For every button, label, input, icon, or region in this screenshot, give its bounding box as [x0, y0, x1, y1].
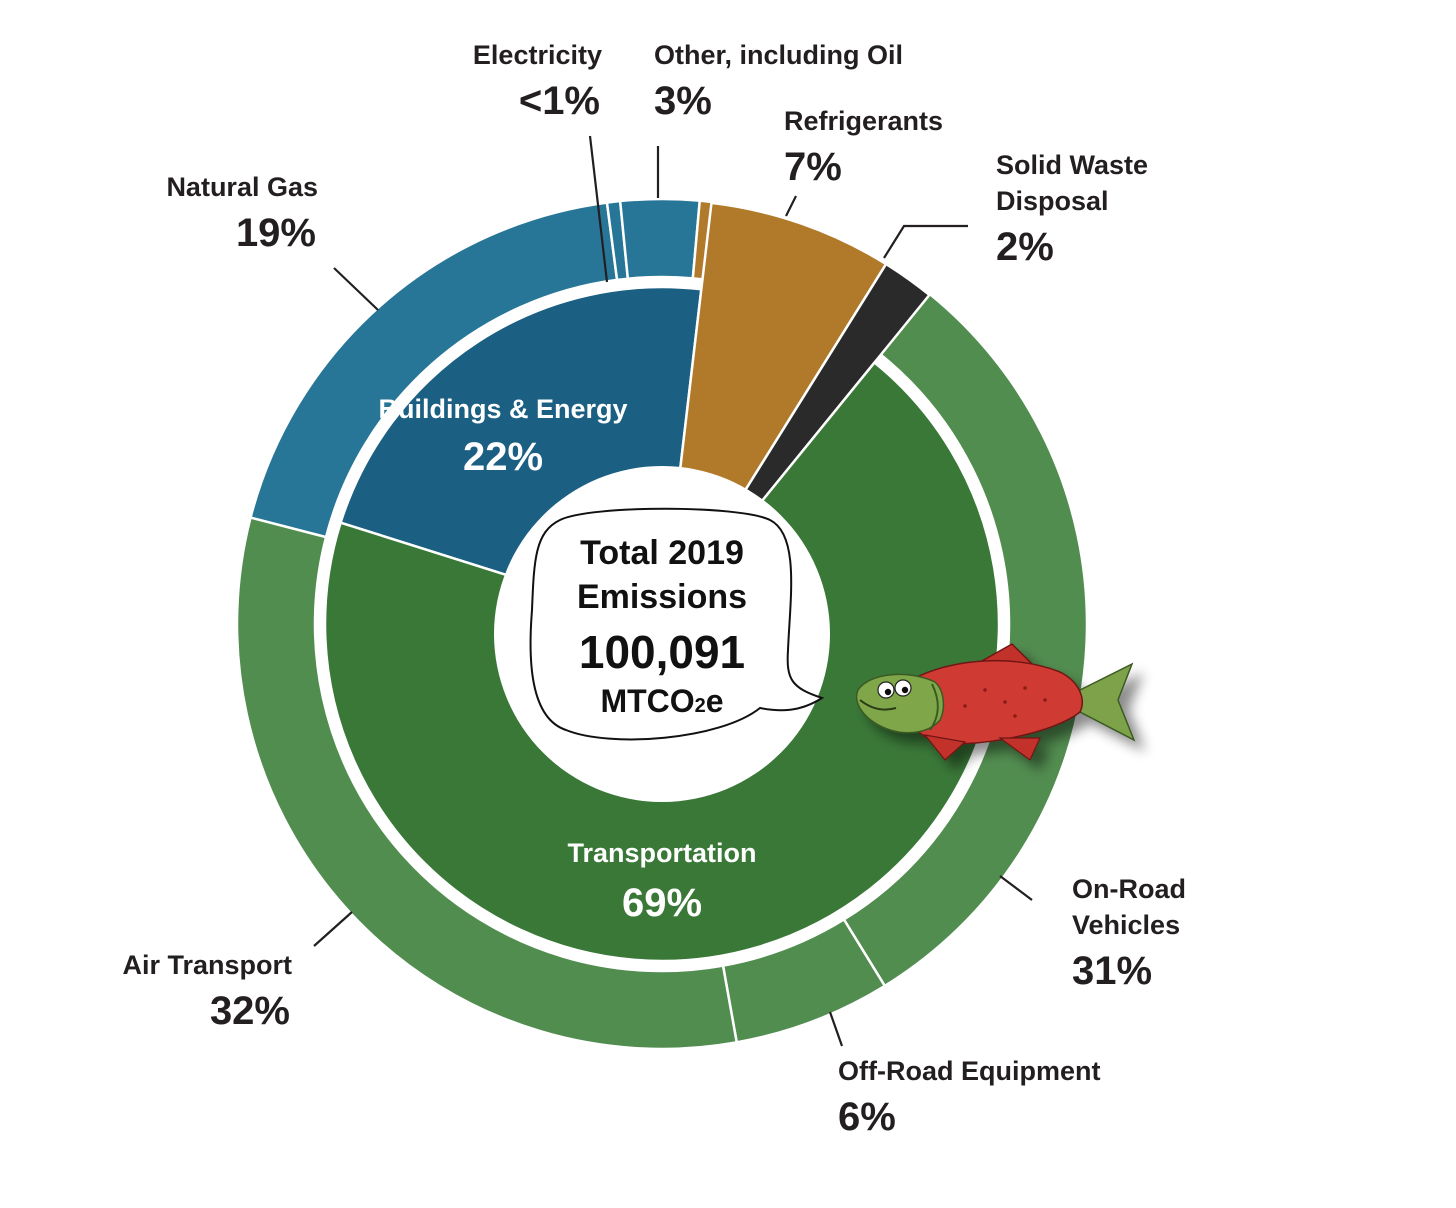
inner-label-transportation: Transportation — [567, 838, 756, 868]
leader-line — [883, 224, 968, 259]
outer-label-pct: 32% — [210, 989, 290, 1033]
leader-line — [333, 267, 379, 311]
center-title-line2: Emissions — [577, 578, 747, 616]
outer-label-pct: 6% — [838, 1095, 896, 1139]
outer-label-line: Refrigerants — [784, 106, 943, 136]
inner-pct-buildings-energy: 22% — [463, 435, 543, 479]
outer-label-line: Electricity — [473, 40, 602, 70]
leader-line — [828, 1011, 844, 1047]
outer-label-pct: 2% — [996, 225, 1054, 269]
outer-label-pct: <1% — [519, 79, 600, 123]
outer-label-line: Natural Gas — [166, 172, 318, 202]
outer-label-solid-waste-disposal: Solid Waste Disposal 2% — [996, 150, 1148, 269]
outer-label-natural-gas: Natural Gas 19% — [166, 172, 318, 255]
inner-label-buildings-energy: Buildings & Energy — [378, 394, 627, 424]
outer-label-line: Other, including Oil — [654, 40, 903, 70]
salmon-illustration — [855, 643, 1136, 761]
center-total-value: 100,091 — [579, 626, 745, 678]
outer-label-refrigerants: Refrigerants 7% — [784, 106, 943, 189]
inner-pct-transportation: 69% — [622, 881, 702, 925]
outer-label-electricity: Electricity <1% — [473, 40, 602, 123]
outer-label-line: Solid Waste — [996, 150, 1148, 180]
leader-lines — [313, 135, 1033, 1047]
outer-slice-other-including-oil — [618, 197, 702, 281]
outer-slice-air-transport — [235, 516, 739, 1051]
outer-label-off-road-equipment: Off-Road Equipment 6% — [838, 1056, 1100, 1139]
leader-line — [999, 875, 1033, 901]
outer-label-pct: 3% — [654, 79, 712, 123]
unit-subscript: 2 — [695, 695, 706, 717]
outer-label-line: On-Road — [1072, 874, 1186, 904]
center-unit: MTCO2e — [600, 683, 723, 719]
outer-label-pct: 31% — [1072, 949, 1152, 993]
outer-label-pct: 7% — [784, 145, 842, 189]
center-title-line1: Total 2019 — [580, 534, 744, 572]
outer-label-other-including-oil: Other, including Oil 3% — [654, 40, 903, 123]
outer-label-on-road-vehicles: On-Road Vehicles 31% — [1072, 874, 1186, 993]
leader-line — [785, 195, 797, 217]
leader-line — [588, 135, 609, 283]
leader-line — [313, 911, 353, 947]
speech-bubble — [529, 507, 825, 741]
unit-main: MTCO — [600, 683, 694, 719]
outer-label-line: Air Transport — [122, 950, 292, 980]
unit-end: e — [706, 683, 724, 719]
outer-label-pct: 19% — [236, 211, 316, 255]
outer-label-line: Vehicles — [1072, 910, 1180, 940]
outer-label-line: Off-Road Equipment — [838, 1056, 1100, 1086]
outer-labels: Electricity <1% Other, including Oil 3% Refr… — [122, 40, 1186, 1139]
outer-ring — [235, 197, 1089, 1051]
outer-label-line: Disposal — [996, 186, 1109, 216]
outer-label-air-transport: Air Transport 32% — [122, 950, 292, 1033]
inner-labels: Buildings & Energy 22% Transportation 69% — [378, 394, 756, 925]
